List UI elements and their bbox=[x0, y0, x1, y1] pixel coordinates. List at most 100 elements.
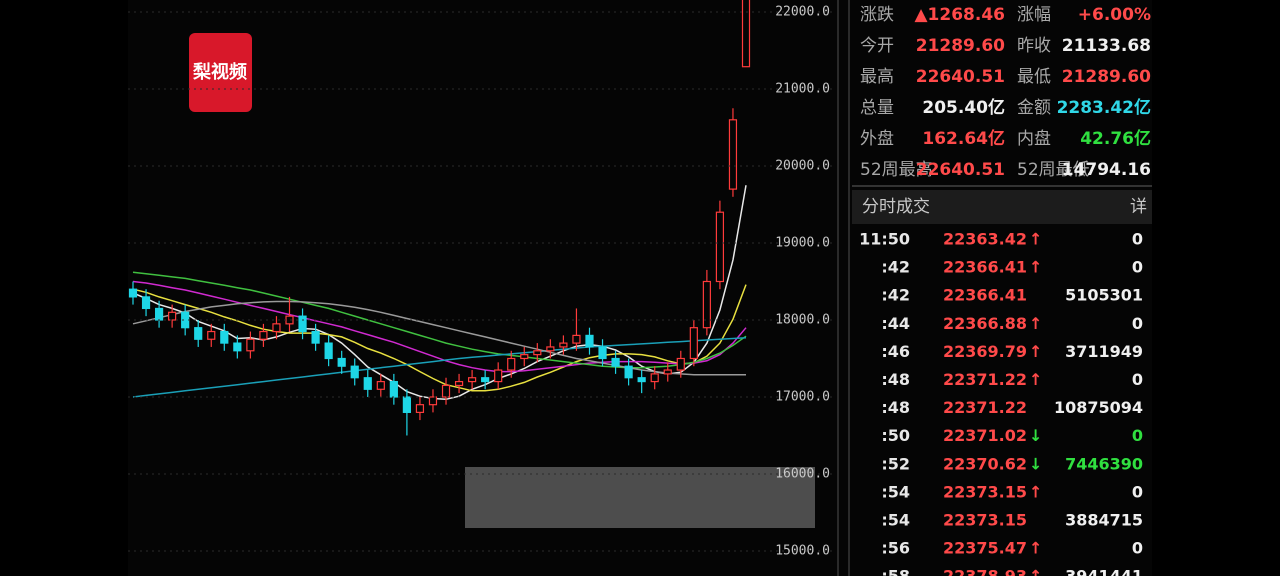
trade-arrow: ↑ bbox=[1029, 539, 1042, 558]
y-tick-label: 17000.0 bbox=[775, 389, 830, 404]
trade-volume: 3941441 bbox=[1065, 567, 1143, 576]
quote-value: 2283.42亿 bbox=[1057, 97, 1151, 118]
trade-time: :48 bbox=[881, 370, 910, 389]
candle-body bbox=[663, 369, 672, 375]
candle-body bbox=[389, 380, 398, 398]
candle-body bbox=[415, 404, 425, 413]
trade-arrow: ↑ bbox=[1029, 258, 1042, 277]
y-tick-label: 20000.0 bbox=[775, 159, 830, 174]
quote-value: 21133.68 bbox=[1062, 36, 1151, 56]
ma-line bbox=[132, 336, 747, 398]
quote-label: 最低 bbox=[1017, 67, 1051, 87]
trade-time: :46 bbox=[881, 342, 910, 361]
trade-arrow: ↑ bbox=[1029, 314, 1042, 333]
candle-body bbox=[246, 338, 255, 352]
trade-volume: 5105301 bbox=[1065, 286, 1143, 305]
candle-body bbox=[533, 350, 542, 356]
trade-time: :42 bbox=[881, 258, 910, 277]
logo bbox=[189, 33, 252, 112]
quote-label: 52周最低 bbox=[1017, 160, 1090, 180]
trade-price: 22375.47 bbox=[943, 539, 1027, 558]
candle-body bbox=[402, 396, 411, 413]
trade-time: 11:50 bbox=[859, 230, 910, 249]
candle-body bbox=[154, 307, 164, 321]
logo-text: 梨视频 bbox=[193, 61, 247, 83]
trade-price: 22371.22 bbox=[943, 398, 1027, 417]
trade-volume: 10875094 bbox=[1054, 398, 1143, 417]
trade-volume: 3884715 bbox=[1065, 511, 1143, 530]
candle-body bbox=[128, 288, 138, 298]
y-tick-label: 22000.0 bbox=[775, 5, 830, 20]
trade-volume: 0 bbox=[1132, 539, 1143, 558]
candle-body bbox=[233, 342, 242, 352]
trade-time: :44 bbox=[881, 314, 910, 333]
trade-time: :58 bbox=[881, 567, 910, 576]
candle-body bbox=[311, 330, 320, 344]
trade-price: 22369.79 bbox=[943, 342, 1027, 361]
candle-body bbox=[324, 342, 333, 360]
candle-body bbox=[285, 315, 294, 325]
trade-time: :42 bbox=[881, 286, 910, 305]
trade-arrow: ↑ bbox=[1029, 230, 1042, 249]
trade-price: 22378.93 bbox=[943, 567, 1027, 576]
candle-body bbox=[481, 377, 490, 383]
ma-line bbox=[132, 284, 747, 392]
trade-price: 22366.41 bbox=[943, 286, 1027, 305]
trade-volume: 0 bbox=[1132, 314, 1143, 333]
trades-detail[interactable]: 详 bbox=[1130, 197, 1147, 217]
trade-volume: 0 bbox=[1132, 258, 1143, 277]
quote-label: 外盘 bbox=[860, 129, 894, 149]
quote-label: 最高 bbox=[860, 67, 894, 87]
trade-price: 22363.42 bbox=[943, 230, 1027, 249]
ma-line bbox=[132, 271, 747, 369]
trades-title: 分时成交 bbox=[862, 197, 930, 217]
trade-time: :54 bbox=[881, 482, 910, 501]
trade-volume: 0 bbox=[1132, 230, 1143, 249]
y-tick-label: 19000.0 bbox=[775, 235, 830, 250]
subtitle-box bbox=[465, 467, 815, 528]
candle-body bbox=[702, 280, 711, 329]
trade-volume: 3711949 bbox=[1065, 342, 1143, 361]
candle-body bbox=[741, 0, 751, 68]
trade-time: :54 bbox=[881, 511, 910, 530]
candle-body bbox=[728, 119, 738, 190]
trade-price: 22373.15 bbox=[943, 511, 1027, 530]
quote-label: 金额 bbox=[1017, 98, 1051, 118]
candle-body bbox=[272, 323, 281, 333]
candle-body bbox=[363, 377, 372, 390]
quote-value: 21289.60 bbox=[1062, 67, 1151, 87]
trade-price: 22370.62 bbox=[943, 454, 1027, 473]
candle-body bbox=[507, 357, 516, 371]
candle-body bbox=[598, 346, 607, 360]
candle-body bbox=[207, 330, 216, 340]
trade-arrow: ↓ bbox=[1029, 426, 1042, 445]
candle-body bbox=[350, 365, 359, 379]
quote-value: 14794.16 bbox=[1062, 160, 1151, 180]
candle-body bbox=[676, 357, 685, 371]
candle-body bbox=[376, 380, 385, 390]
trade-time: :56 bbox=[881, 539, 910, 558]
quote-label: 涨幅 bbox=[1017, 5, 1051, 25]
y-tick-label: 21000.0 bbox=[775, 82, 830, 97]
ma-line bbox=[132, 300, 746, 376]
candle-body bbox=[494, 369, 503, 383]
ma-line bbox=[132, 280, 747, 373]
candle-body bbox=[624, 365, 633, 379]
candle-body bbox=[168, 311, 177, 321]
trades-header-bg bbox=[852, 190, 1152, 224]
trade-arrow: ↑ bbox=[1029, 370, 1042, 389]
y-tick-label: 15000.0 bbox=[775, 543, 830, 558]
trade-volume: 7446390 bbox=[1065, 454, 1143, 473]
quote-value: 22640.51 bbox=[916, 160, 1005, 180]
trade-price: 22373.15 bbox=[943, 482, 1027, 501]
quote-label: 内盘 bbox=[1017, 129, 1051, 149]
candle-body bbox=[194, 327, 203, 340]
quote-value: 205.40亿 bbox=[922, 97, 1005, 118]
candle-body bbox=[468, 377, 477, 383]
quote-value: 162.64亿 bbox=[922, 128, 1005, 149]
candle-body bbox=[298, 315, 307, 333]
candle-body bbox=[650, 373, 659, 383]
overlay: 梨视频 bbox=[189, 33, 815, 528]
